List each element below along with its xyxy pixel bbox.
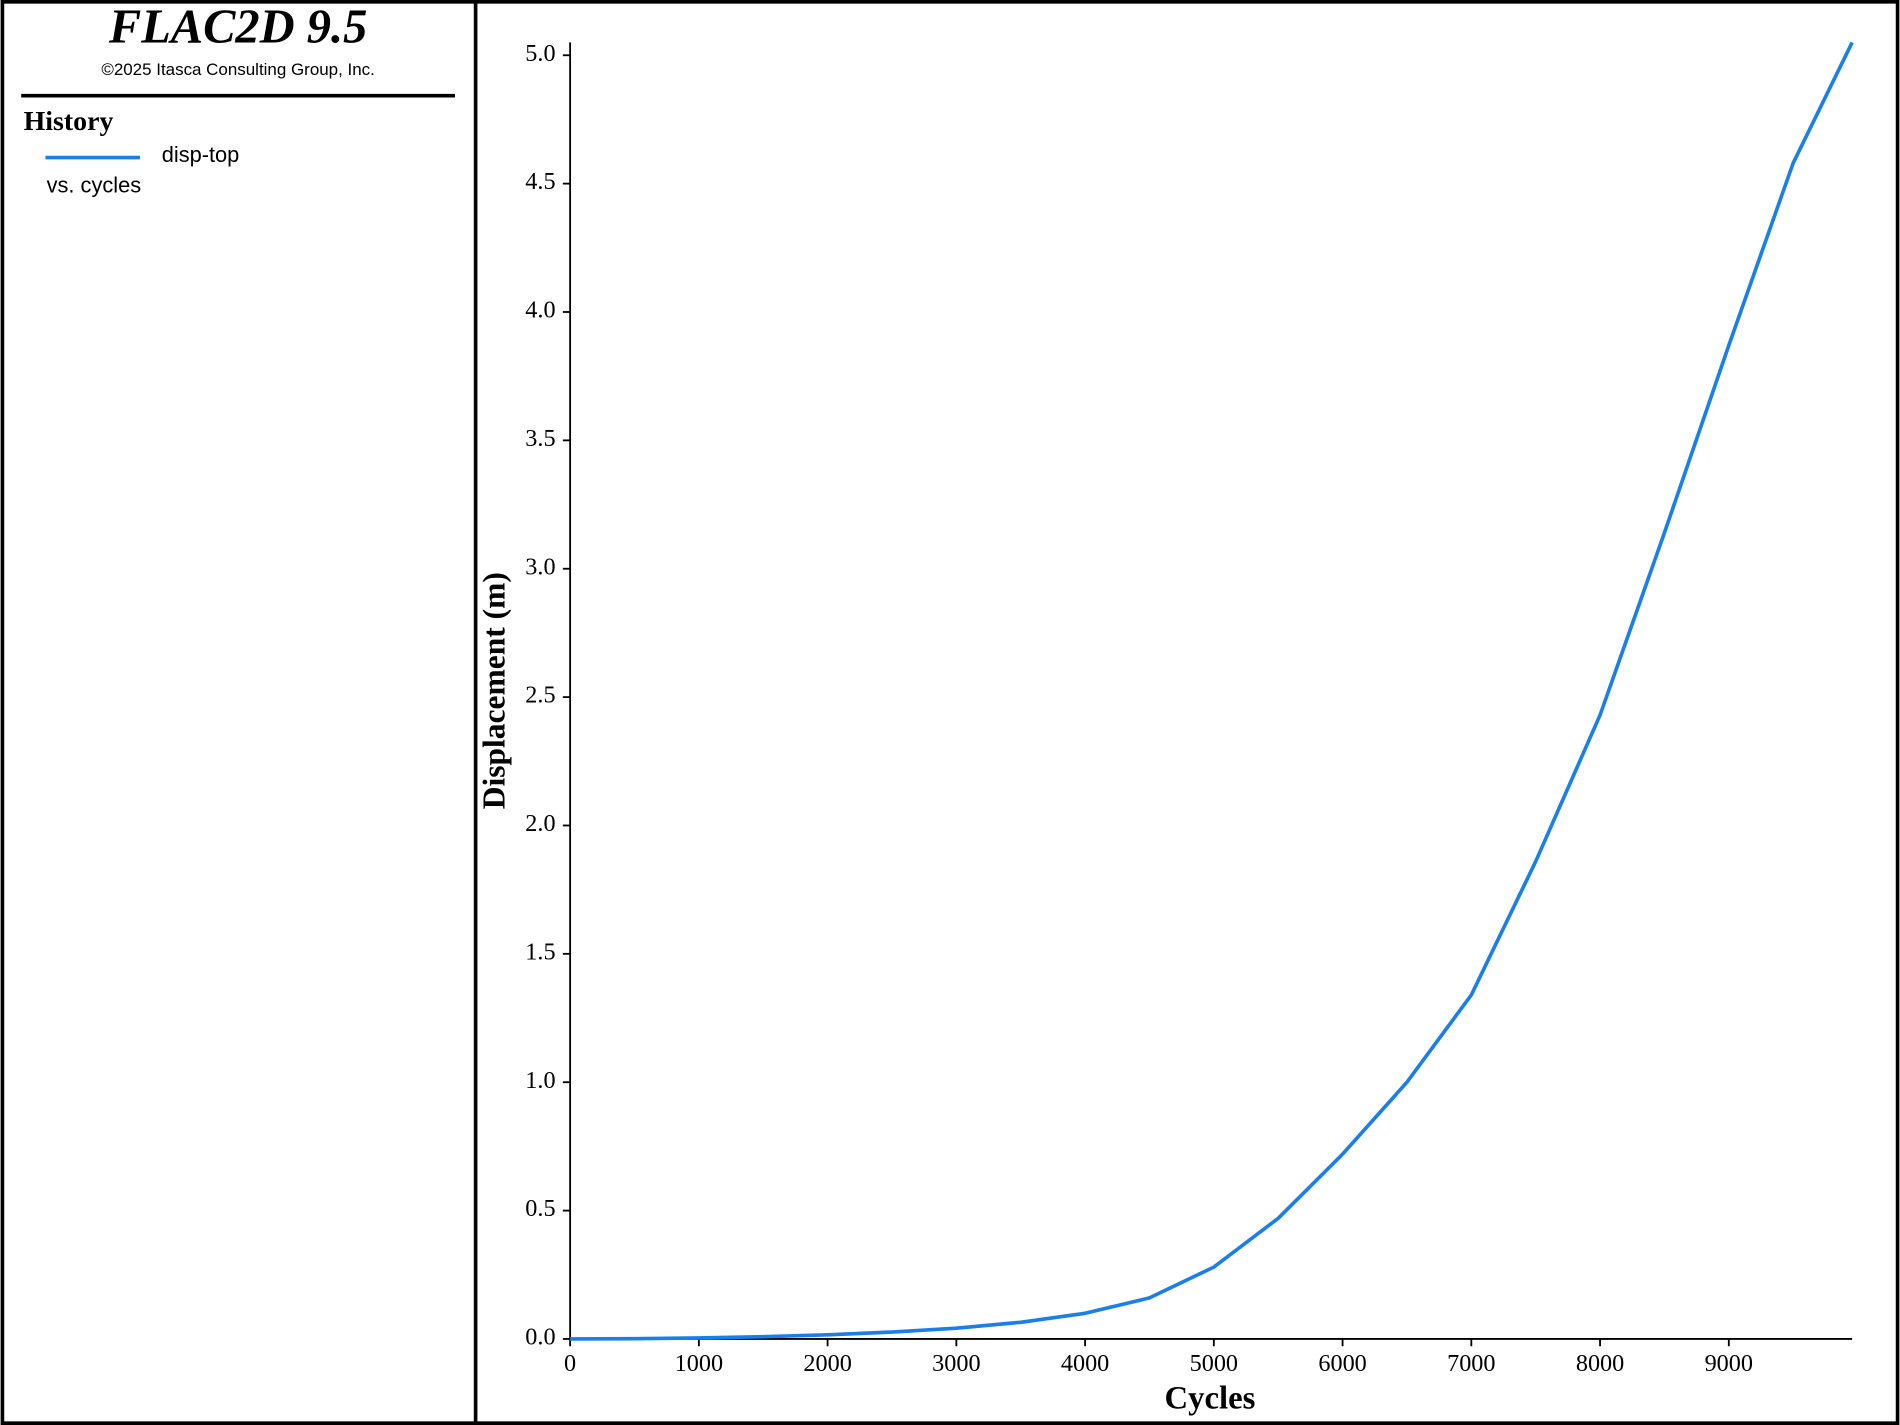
y-tick-label: 1.0	[525, 1067, 555, 1094]
x-tick-label: 9000	[1705, 1350, 1753, 1377]
y-tick-label: 2.5	[525, 682, 555, 709]
y-tick-label: 4.0	[525, 297, 555, 324]
series-line	[570, 41, 1854, 1341]
legend-title: History	[24, 106, 114, 137]
y-axis-label: Displacement (m)	[477, 572, 512, 809]
x-tick-label: 8000	[1576, 1350, 1624, 1377]
x-tick-label: 3000	[932, 1350, 980, 1377]
x-tick-label: 0	[564, 1350, 576, 1377]
x-tick-label: 2000	[803, 1350, 851, 1377]
y-tick-label: 1.5	[525, 938, 555, 965]
y-tick-label: 5.0	[525, 40, 555, 67]
x-tick-label: 6000	[1318, 1350, 1366, 1377]
x-tick-label: 4000	[1061, 1350, 1109, 1377]
y-tick-label: 3.5	[525, 425, 555, 452]
y-tick-label: 0.5	[525, 1195, 555, 1222]
x-axis-label: Cycles	[1165, 1380, 1256, 1416]
legend-label: disp-top	[162, 142, 240, 167]
x-tick-label: 1000	[675, 1350, 723, 1377]
y-tick-label: 4.5	[525, 168, 555, 195]
y-tick-label: 0.0	[525, 1324, 555, 1351]
x-tick-label: 5000	[1190, 1350, 1238, 1377]
y-tick-label: 2.0	[525, 810, 555, 837]
y-tick-label: 3.0	[525, 553, 555, 580]
legend-note: vs. cycles	[47, 172, 142, 197]
app-title: FLAC2D 9.5	[108, 1, 367, 54]
x-tick-label: 7000	[1447, 1350, 1495, 1377]
copyright: ©2025 Itasca Consulting Group, Inc.	[101, 60, 375, 79]
